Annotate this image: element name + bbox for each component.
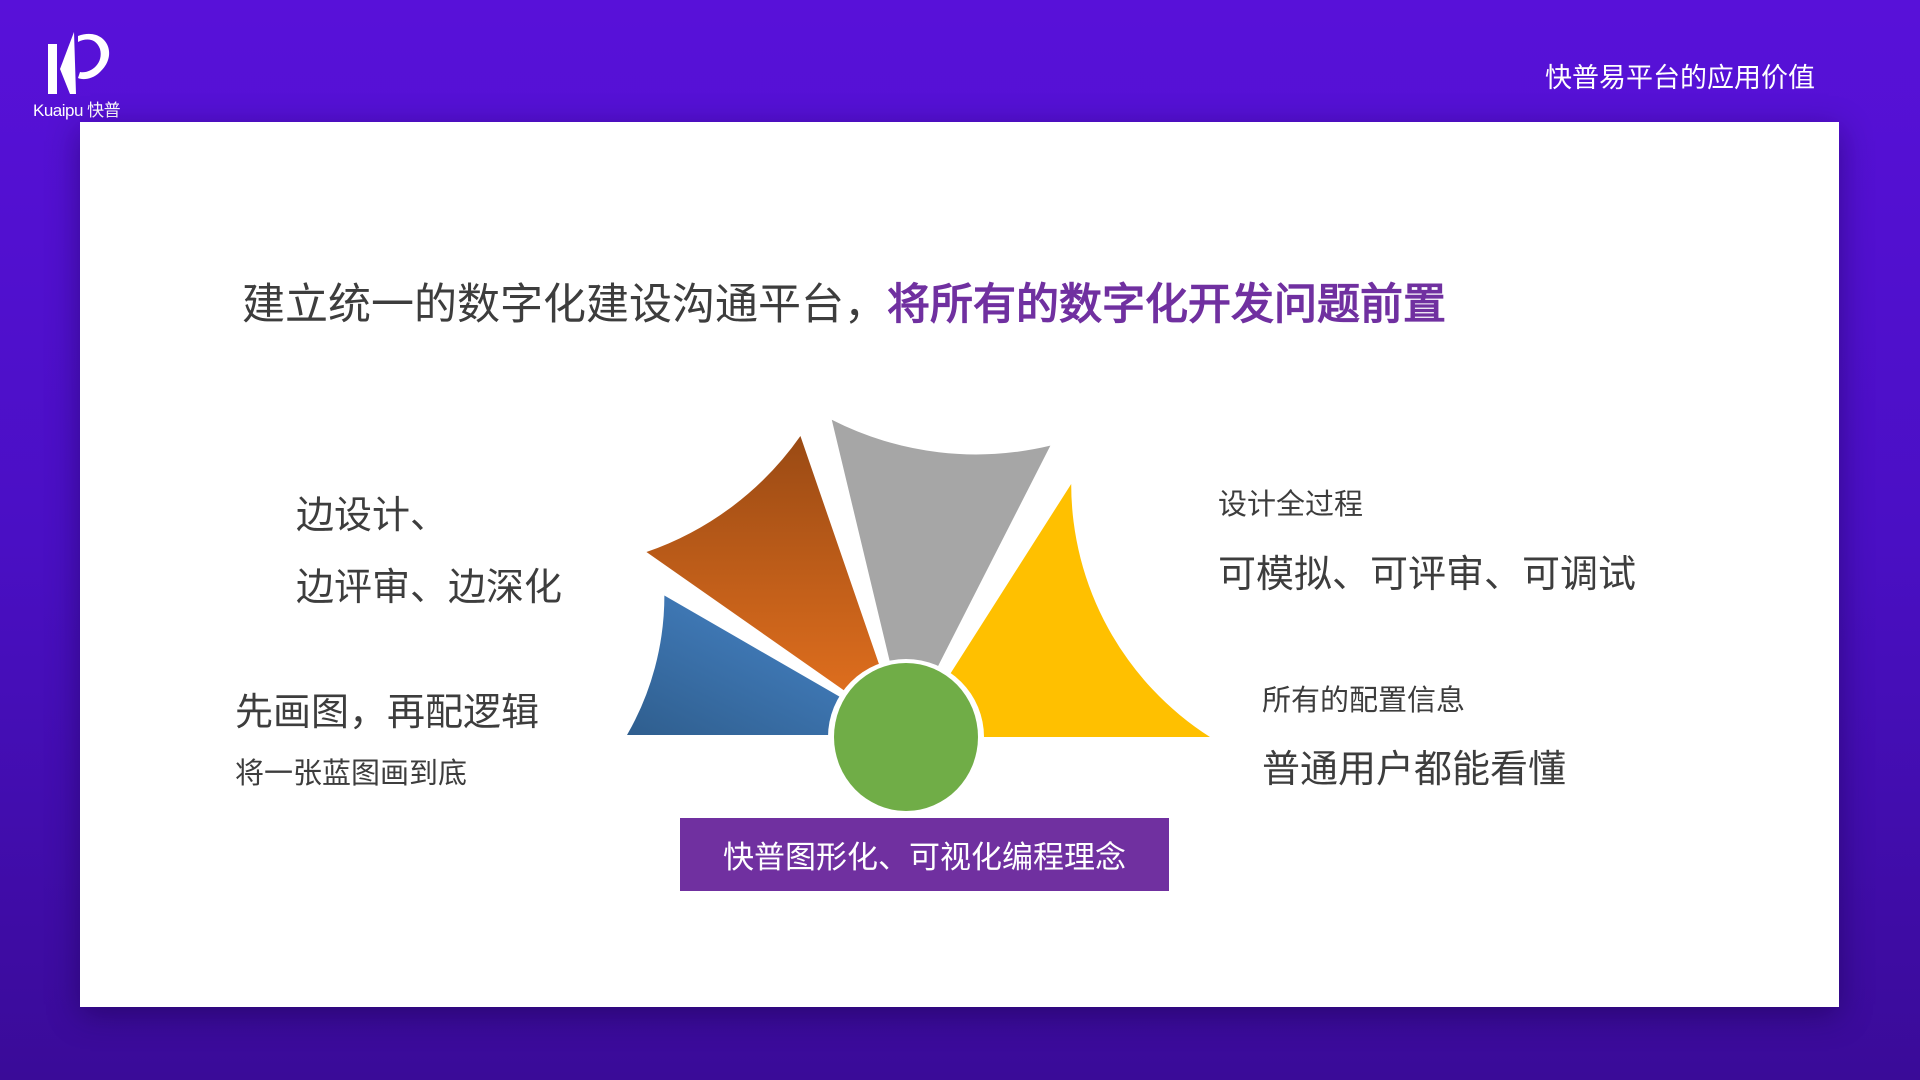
concept-banner: 快普图形化、可视化编程理念 bbox=[680, 818, 1169, 891]
sector-yellow bbox=[910, 483, 1210, 737]
sector-blue bbox=[627, 595, 906, 735]
title-highlight: 将所有的数字化开发问题前置 bbox=[887, 280, 1446, 330]
center-circle bbox=[834, 663, 978, 811]
title-plain: 建立统一的数字化建设沟通平台， bbox=[242, 280, 887, 330]
right-bottom-line1: 所有的配置信息 bbox=[1262, 683, 1466, 717]
right-top-line2: 可模拟、可评审、可调试 bbox=[1218, 552, 1637, 596]
logo-text: Kuaipu 快普 bbox=[33, 101, 121, 120]
right-bottom-line2: 普通用户都能看懂 bbox=[1262, 747, 1567, 791]
left-bottom-line1: 先画图，再配逻辑 bbox=[235, 690, 540, 734]
left-top-line2: 边评审、边深化 bbox=[296, 565, 563, 609]
header-title: 快普易平台的应用价值 bbox=[1545, 63, 1815, 94]
left-bottom-line2: 将一张蓝图画到底 bbox=[235, 756, 468, 790]
sector-orange bbox=[646, 435, 902, 731]
left-top-line1: 边设计、 bbox=[296, 493, 449, 537]
kuaipu-logo bbox=[48, 32, 110, 94]
right-top-line1: 设计全过程 bbox=[1218, 487, 1364, 521]
sector-gray bbox=[831, 419, 1051, 729]
page-title: 建立统一的数字化建设沟通平台，将所有的数字化开发问题前置 bbox=[242, 270, 1446, 332]
